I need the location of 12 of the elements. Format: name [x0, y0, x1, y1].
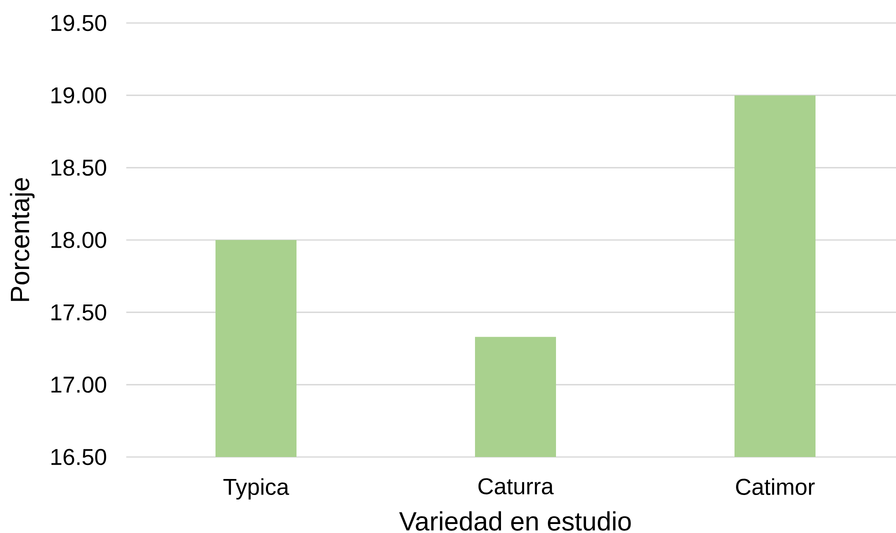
x-tick-label: Typica [223, 478, 290, 500]
x-tick-label: Caturra [478, 478, 554, 494]
x-tick-label: Catimor [736, 478, 815, 496]
y-tick-label: 17.00 [51, 376, 106, 393]
x-axis-title: Variedad en estudio [399, 511, 631, 531]
y-tick-label: 18.00 [51, 232, 106, 248]
y-tick-label: 19.00 [51, 87, 106, 104]
y-tick-label: 16.50 [51, 448, 106, 466]
y-tick-label: 19.50 [51, 14, 106, 32]
y-tick-label: 17.50 [51, 304, 106, 320]
y-axis-title: Porcentaje [10, 178, 35, 301]
y-tick-label: 18.50 [51, 160, 106, 176]
